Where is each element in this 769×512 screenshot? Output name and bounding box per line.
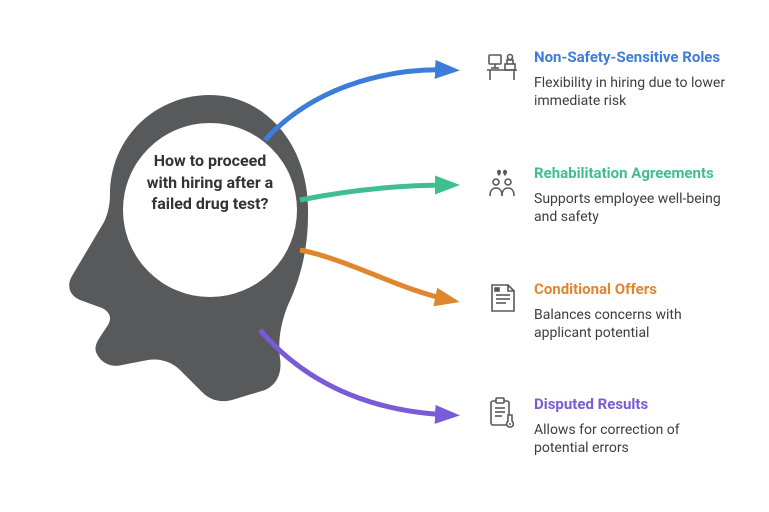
item-description: Supports employee well-being and safety	[534, 190, 734, 228]
item-title: Conditional Offers	[534, 280, 734, 300]
clipboard-icon	[484, 395, 520, 431]
item-title: Rehabilitation Agreements	[534, 164, 734, 184]
people-icon	[484, 164, 520, 200]
document-icon	[484, 280, 520, 316]
item-conditional: Conditional Offers Balances concerns wit…	[484, 280, 734, 343]
item-title: Non-Safety-Sensitive Roles	[534, 48, 734, 68]
arrow-4	[260, 330, 450, 415]
item-description: Allows for correction of potential error…	[534, 421, 734, 459]
item-disputed: Disputed Results Allows for correction o…	[484, 395, 734, 458]
arrow-2	[300, 185, 450, 200]
desk-icon	[484, 48, 520, 84]
item-rehabilitation: Rehabilitation Agreements Supports emplo…	[484, 164, 734, 227]
item-non-safety: Non-Safety-Sensitive Roles Flexibility i…	[484, 48, 734, 111]
item-title: Disputed Results	[534, 395, 734, 415]
arrow-3	[300, 250, 450, 300]
arrow-1	[265, 70, 450, 140]
item-description: Flexibility in hiring due to lower immed…	[534, 74, 734, 112]
head-silhouette	[69, 95, 308, 401]
item-description: Balances concerns with applicant potenti…	[534, 306, 734, 344]
central-question: How to proceed with hiring after a faile…	[140, 150, 280, 215]
